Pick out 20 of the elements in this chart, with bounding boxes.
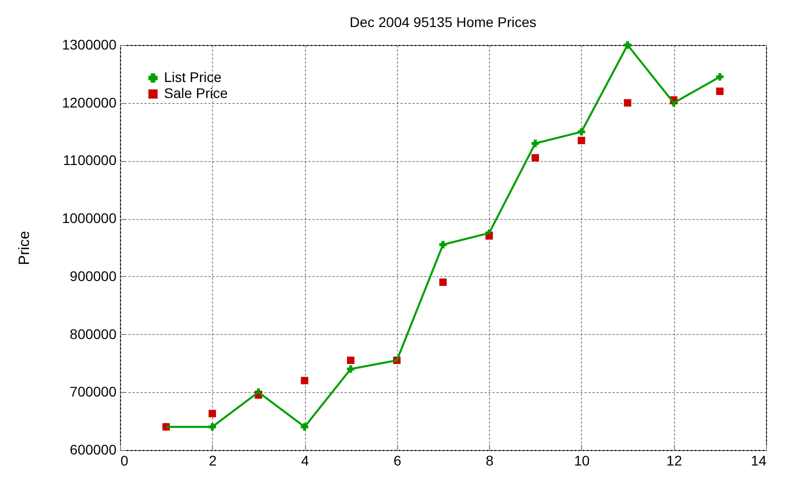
x-tick-label: 2 — [208, 452, 217, 468]
x-tick-label: 8 — [486, 452, 494, 468]
x-tick-label: 10 — [574, 452, 590, 468]
y-tick-label: 1100000 — [63, 152, 117, 168]
x-tick-label: 4 — [301, 452, 310, 468]
y-tick-label: 800000 — [70, 326, 117, 342]
y-tick-label: 600000 — [70, 442, 117, 458]
y-tick-label: 1200000 — [62, 94, 117, 110]
legend-label: List Price — [164, 69, 222, 85]
chart-title: Dec 2004 95135 Home Prices — [350, 14, 536, 30]
x-tick-label: 12 — [666, 452, 682, 468]
y-tick-label: 1300000 — [62, 36, 117, 52]
y-tick-label: 700000 — [70, 384, 117, 400]
legend-label: Sale Price — [164, 85, 228, 101]
x-tick-label: 14 — [750, 452, 767, 468]
y-tick-label: 1000000 — [62, 210, 117, 226]
x-tick-label: 0 — [120, 452, 128, 468]
y-axis-title: Price — [16, 230, 33, 266]
y-tick-label: 900000 — [70, 268, 117, 284]
x-tick-label: 6 — [393, 452, 402, 468]
